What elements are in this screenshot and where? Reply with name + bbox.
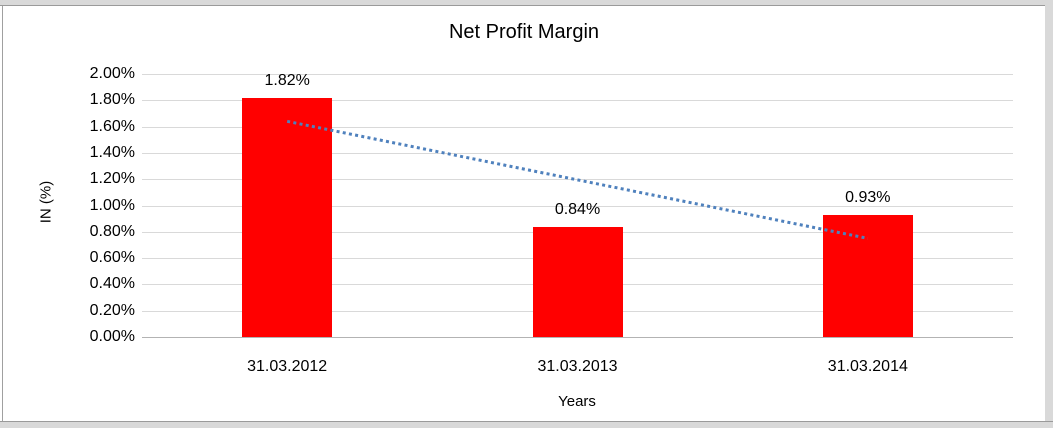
trendline-segment bbox=[286, 119, 869, 240]
x-axis-title: Years bbox=[558, 393, 596, 410]
frame-border-top bbox=[0, 0, 1053, 6]
y-axis-tick-label: 1.40% bbox=[89, 143, 135, 161]
bar-data-label: 0.84% bbox=[554, 200, 601, 218]
x-axis-category-label: 31.03.2014 bbox=[827, 358, 908, 375]
bar-31.03.2014 bbox=[822, 214, 913, 337]
chart-area: Net Profit Margin IN (%) Years 0.00% 0.20… bbox=[3, 6, 1045, 421]
bar-data-label: 0.93% bbox=[845, 188, 891, 206]
y-axis-tick-label: 0.40% bbox=[89, 275, 135, 293]
plot-area: 1.82% 0.84% 0.93% bbox=[3, 6, 1045, 421]
frame-border-bottom bbox=[0, 421, 1053, 428]
gridline bbox=[142, 126, 1013, 128]
y-axis-tick-label: 2.00% bbox=[89, 65, 135, 82]
gridline bbox=[142, 100, 1013, 102]
y-axis-tick-label: 0.80% bbox=[89, 222, 135, 240]
frame-border-right bbox=[1045, 0, 1053, 427]
y-axis-tick-label: 1.80% bbox=[89, 91, 135, 109]
y-axis-tick-label: 1.00% bbox=[89, 196, 135, 214]
y-axis-tick-label: 0.60% bbox=[89, 249, 135, 267]
y-axis-tick-label: 1.60% bbox=[89, 117, 135, 135]
gridline bbox=[142, 152, 1013, 154]
gridline bbox=[142, 74, 1013, 75]
x-axis-category-label: 31.03.2013 bbox=[537, 358, 618, 375]
x-axis-category-label: 31.03.2012 bbox=[247, 358, 328, 375]
y-axis-tick-label: 0.20% bbox=[89, 301, 135, 319]
bar-31.03.2013 bbox=[532, 226, 623, 337]
y-axis-tick-label: 1.20% bbox=[89, 170, 135, 188]
frame-border-left bbox=[2, 6, 3, 421]
bar-31.03.2012 bbox=[242, 97, 333, 337]
trendline bbox=[286, 119, 869, 240]
y-axis-tick-label: 0.00% bbox=[89, 328, 135, 345]
chart-title: Net Profit Margin bbox=[448, 21, 600, 43]
gridline bbox=[142, 205, 1013, 207]
x-axis-line bbox=[142, 337, 1013, 338]
bar-data-label: 1.82% bbox=[264, 71, 310, 89]
